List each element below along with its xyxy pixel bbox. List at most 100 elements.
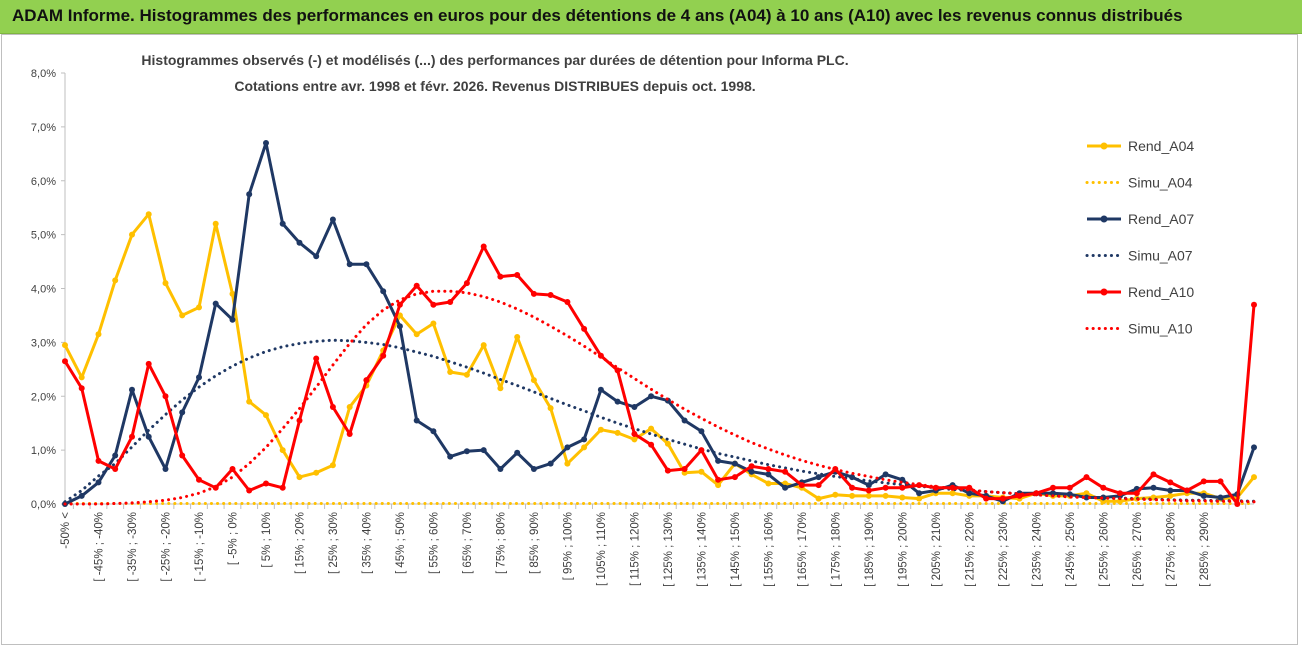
x-tick-label: [ 255% ; 260% [1098,512,1110,587]
data-point [865,487,872,494]
data-point [765,466,772,472]
data-point [664,440,671,447]
data-point [899,494,906,501]
x-tick-label: [ 65% ; 70% [462,512,474,574]
data-point [681,466,688,472]
data-point [765,471,772,478]
data-point [664,467,671,474]
x-tick-label: [ 195% ; 200% [897,512,909,587]
data-point [296,474,303,481]
data-point [396,301,403,308]
data-point [648,441,655,448]
data-point [497,385,504,392]
data-point [882,484,889,491]
data-point [162,280,169,287]
y-tick-label: 5,0% [31,230,56,242]
data-point [145,433,152,440]
data-point [731,474,738,481]
data-point [279,484,286,491]
data-point [782,484,789,491]
data-point [514,334,521,340]
data-point [129,231,135,238]
data-point [463,280,470,287]
data-point [1167,479,1174,486]
x-tick-label: [ 95% ; 100% [562,512,574,580]
legend-item-simu-a04: Simu_A04 [1085,175,1193,191]
data-point [698,447,705,454]
data-point [363,377,370,384]
data-point [95,331,102,338]
x-tick-label: [ -15% ; -10% [194,512,206,582]
data-point [162,393,169,400]
legend-label: Rend_A04 [1128,138,1194,154]
data-point [882,492,889,499]
data-point [547,405,554,412]
data-point [547,292,554,298]
x-tick-label: [ 165% ; 170% [797,512,809,587]
data-point [681,417,688,424]
series-layer [62,140,1257,507]
data-point [279,447,286,454]
data-point [246,487,253,494]
y-tick-label: 0,0% [31,499,56,511]
x-tick-label: [ 175% ; 180% [830,512,842,587]
data-point [748,468,755,475]
legend-label: Simu_A10 [1128,321,1193,337]
data-point [530,290,537,297]
x-tick-label: [ 15% ; 20% [294,512,306,574]
data-point [62,342,68,349]
data-point [396,323,403,330]
axes [64,73,1254,505]
data-point [514,449,521,456]
data-point [1251,301,1257,308]
x-tick-label: [ 115% ; 120% [629,512,641,586]
report-title: ADAM Informe. Histogrammes des performan… [12,6,1183,25]
data-point [564,299,571,305]
data-point [631,431,638,437]
data-point [329,462,336,469]
y-tick-label: 1,0% [31,445,56,457]
legend-label: Rend_A10 [1128,284,1194,300]
data-point [463,448,470,455]
x-tick-label: [ -25% ; -20% [160,512,172,582]
data-point [614,429,621,436]
data-point [564,444,571,451]
legend-marker [1100,288,1108,296]
data-point [547,460,554,467]
data-point [112,277,119,284]
data-point [581,444,588,451]
x-tick-label: [ 45% ; 50% [395,512,407,574]
data-point [447,369,454,375]
data-point [581,325,588,332]
x-tick-label: [ 245% ; 250% [1065,512,1077,587]
data-point [1083,490,1090,497]
data-point [363,261,370,268]
data-point [497,273,504,280]
data-point [849,492,856,499]
x-tick-label: [ 235% ; 240% [1031,512,1043,587]
data-point [179,409,186,416]
data-point [212,300,219,307]
data-point [514,272,521,278]
y-tick-label: 3,0% [31,337,56,349]
header-banner: ADAM Informe. Histogrammes des performan… [0,0,1302,34]
legend-item-rend-a10: Rend_A10 [1087,284,1194,300]
data-point [1167,487,1174,494]
data-point [731,460,738,467]
data-point [145,211,152,218]
data-point [380,288,387,295]
x-tick-label: [ 75% ; 80% [495,512,507,574]
x-tick-label: [ 185% ; 190% [864,512,876,587]
data-point [631,404,638,410]
data-point [597,426,604,433]
data-point [95,479,102,486]
x-tick-label: [ 5% ; 10% [261,512,273,568]
data-point [1066,484,1073,491]
data-point [1083,474,1090,481]
data-point [1100,484,1107,491]
x-tick-label: [ 155% ; 160% [763,512,775,587]
data-point [597,386,604,393]
legend-item-rend-a04: Rend_A04 [1087,138,1194,154]
data-point [1050,484,1056,491]
